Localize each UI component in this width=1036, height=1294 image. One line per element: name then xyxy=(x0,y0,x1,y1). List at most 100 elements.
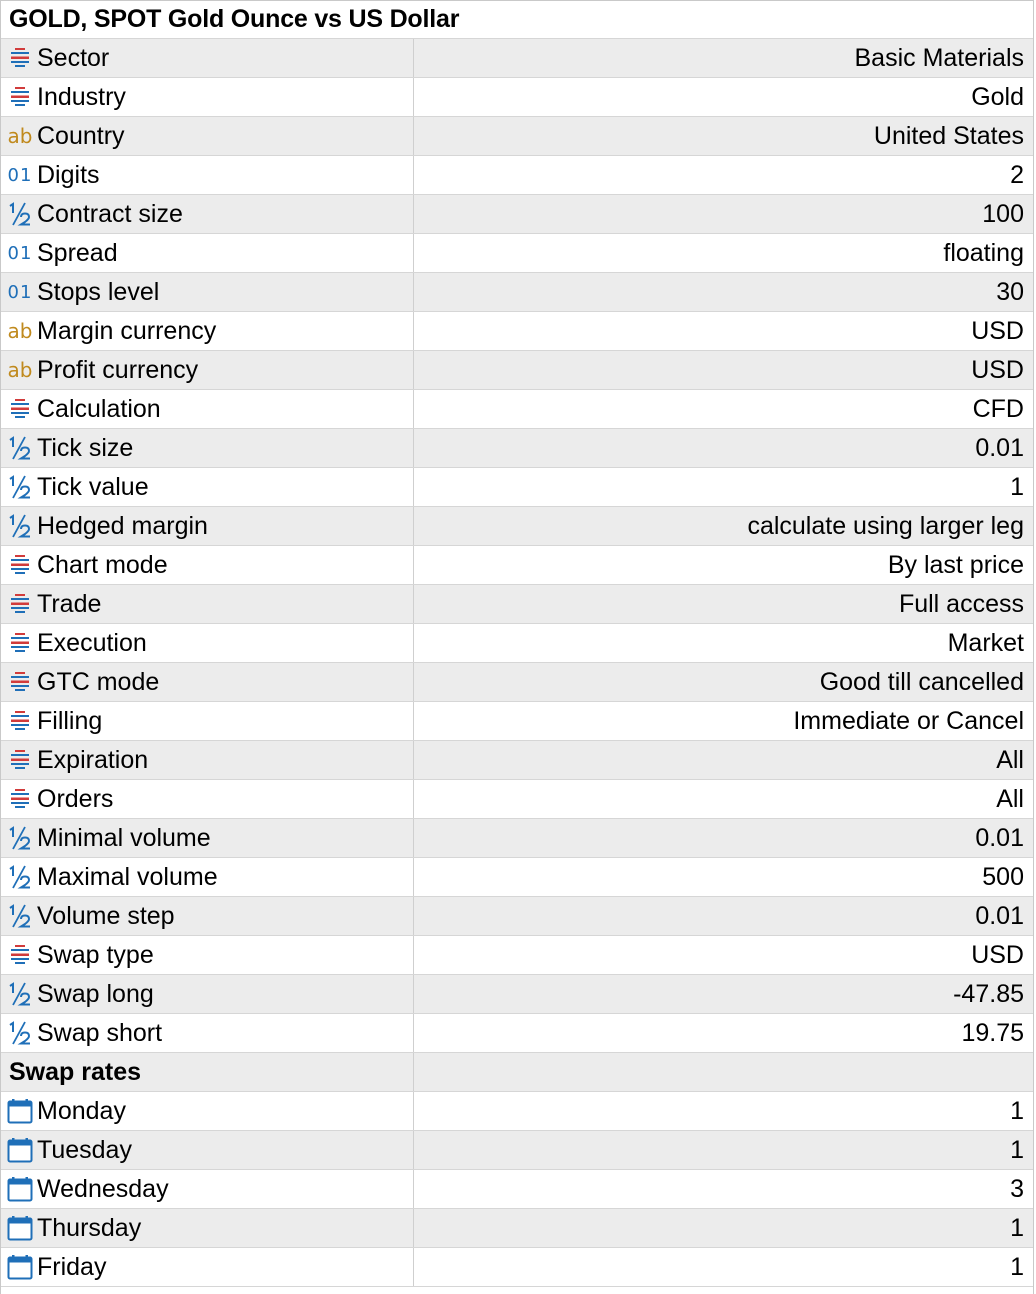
property-value: 1 xyxy=(1010,1252,1024,1281)
table-row[interactable]: Expiration All xyxy=(1,741,1033,780)
section-header-row[interactable]: Swap rates xyxy=(1,1053,1033,1092)
property-name-cell: Tuesday xyxy=(1,1131,414,1169)
property-value: 1 xyxy=(1010,1135,1024,1164)
table-row[interactable]: Sector Basic Materials xyxy=(1,39,1033,78)
property-name: Filling xyxy=(37,706,103,735)
table-row[interactable]: Chart mode By last price xyxy=(1,546,1033,585)
table-row[interactable]: ab Profit currency USD xyxy=(1,351,1033,390)
table-row[interactable]: Tuesday 1 xyxy=(1,1131,1033,1170)
property-value: 0.01 xyxy=(975,823,1024,852)
table-row[interactable]: Trade Full access xyxy=(1,585,1033,624)
property-value-cell: 1 xyxy=(414,1209,1033,1247)
property-value: Market xyxy=(947,628,1024,657)
property-value-cell: 0.01 xyxy=(414,897,1033,935)
property-name: Digits xyxy=(37,160,100,189)
table-row[interactable]: Volume step 0.01 xyxy=(1,897,1033,936)
fraction-icon xyxy=(1,975,37,1013)
table-row[interactable]: GTC mode Good till cancelled xyxy=(1,663,1033,702)
table-row[interactable]: 01 Digits 2 xyxy=(1,156,1033,195)
property-value-cell: United States xyxy=(414,117,1033,155)
property-name: Execution xyxy=(37,628,147,657)
property-value: United States xyxy=(873,121,1024,150)
enum-icon xyxy=(1,624,37,662)
property-name-cell: 01 Digits xyxy=(1,156,414,194)
fraction-icon xyxy=(1,468,37,506)
property-name: Profit currency xyxy=(37,355,199,384)
property-value-cell: 1 xyxy=(414,1131,1033,1169)
property-name-cell: Sector xyxy=(1,39,414,77)
table-row[interactable]: Friday 1 xyxy=(1,1248,1033,1287)
property-name-cell: Wednesday xyxy=(1,1170,414,1208)
property-name: Swap type xyxy=(37,940,154,969)
property-value-cell: By last price xyxy=(414,546,1033,584)
property-value: Basic Materials xyxy=(854,43,1025,72)
enum-icon xyxy=(1,585,37,623)
calendar-icon xyxy=(1,1131,37,1169)
property-value: -47.85 xyxy=(953,979,1024,1008)
property-value-cell: Good till cancelled xyxy=(414,663,1033,701)
table-row[interactable]: Tick value 1 xyxy=(1,468,1033,507)
property-name-cell: Expiration xyxy=(1,741,414,779)
table-row[interactable]: Execution Market xyxy=(1,624,1033,663)
property-value: 1 xyxy=(1010,1096,1024,1125)
property-name: Friday xyxy=(37,1252,107,1281)
property-name: Chart mode xyxy=(37,550,168,579)
enum-icon xyxy=(1,546,37,584)
integer-icon: 01 xyxy=(7,242,33,264)
table-row[interactable]: Swap long -47.85 xyxy=(1,975,1033,1014)
property-name: Industry xyxy=(37,82,126,111)
property-name-cell: ab Margin currency xyxy=(1,312,414,350)
table-row[interactable]: Minimal volume 0.01 xyxy=(1,819,1033,858)
property-value-cell: 500 xyxy=(414,858,1033,896)
table-row[interactable]: Tick size 0.01 xyxy=(1,429,1033,468)
property-value: Immediate or Cancel xyxy=(793,706,1024,735)
property-value-cell: 1 xyxy=(414,468,1033,506)
property-value: By last price xyxy=(887,550,1024,579)
property-name-cell: Tick size xyxy=(1,429,414,467)
table-row[interactable]: Monday 1 xyxy=(1,1092,1033,1131)
property-name: Expiration xyxy=(37,745,149,774)
enum-icon xyxy=(1,390,37,428)
table-row[interactable]: Hedged margin calculate using larger leg xyxy=(1,507,1033,546)
fraction-icon xyxy=(1,819,37,857)
table-row[interactable]: ab Country United States xyxy=(1,117,1033,156)
table-row[interactable]: ab Margin currency USD xyxy=(1,312,1033,351)
table-row[interactable]: Swap short 19.75 xyxy=(1,1014,1033,1053)
property-name: Hedged margin xyxy=(37,511,208,540)
calendar-icon xyxy=(1,1170,37,1208)
table-row[interactable]: Industry Gold xyxy=(1,78,1033,117)
property-name: Monday xyxy=(37,1096,126,1125)
table-row[interactable]: Maximal volume 500 xyxy=(1,858,1033,897)
property-value-cell: 30 xyxy=(414,273,1033,311)
property-value: Gold xyxy=(971,82,1024,111)
enum-icon xyxy=(1,702,37,740)
property-name-cell: Execution xyxy=(1,624,414,662)
table-row[interactable]: Contract size 100 xyxy=(1,195,1033,234)
property-value: USD xyxy=(971,940,1024,969)
property-value-cell: Market xyxy=(414,624,1033,662)
window-title: GOLD, SPOT Gold Ounce vs US Dollar xyxy=(1,0,1033,39)
fraction-icon xyxy=(1,429,37,467)
property-value: 0.01 xyxy=(975,901,1024,930)
property-name: Thursday xyxy=(37,1213,142,1242)
table-row[interactable]: Calculation CFD xyxy=(1,390,1033,429)
property-value: 100 xyxy=(982,199,1024,228)
property-name: Calculation xyxy=(37,394,161,423)
property-value-cell: 0.01 xyxy=(414,429,1033,467)
integer-icon: 01 xyxy=(7,164,33,186)
property-name: Sector xyxy=(37,43,110,72)
property-name: Tick value xyxy=(37,472,149,501)
property-value: 0.01 xyxy=(975,433,1024,462)
table-row[interactable]: Wednesday 3 xyxy=(1,1170,1033,1209)
property-value: Good till cancelled xyxy=(819,667,1024,696)
table-row[interactable]: Swap type USD xyxy=(1,936,1033,975)
string-icon: ab xyxy=(7,124,33,148)
property-value-cell: 1 xyxy=(414,1092,1033,1130)
property-value: All xyxy=(996,784,1024,813)
table-row[interactable]: 01 Spread floating xyxy=(1,234,1033,273)
integer-icon: 01 xyxy=(7,281,33,303)
table-row[interactable]: Filling Immediate or Cancel xyxy=(1,702,1033,741)
table-row[interactable]: 01 Stops level 30 xyxy=(1,273,1033,312)
table-row[interactable]: Thursday 1 xyxy=(1,1209,1033,1248)
table-row[interactable]: Orders All xyxy=(1,780,1033,819)
